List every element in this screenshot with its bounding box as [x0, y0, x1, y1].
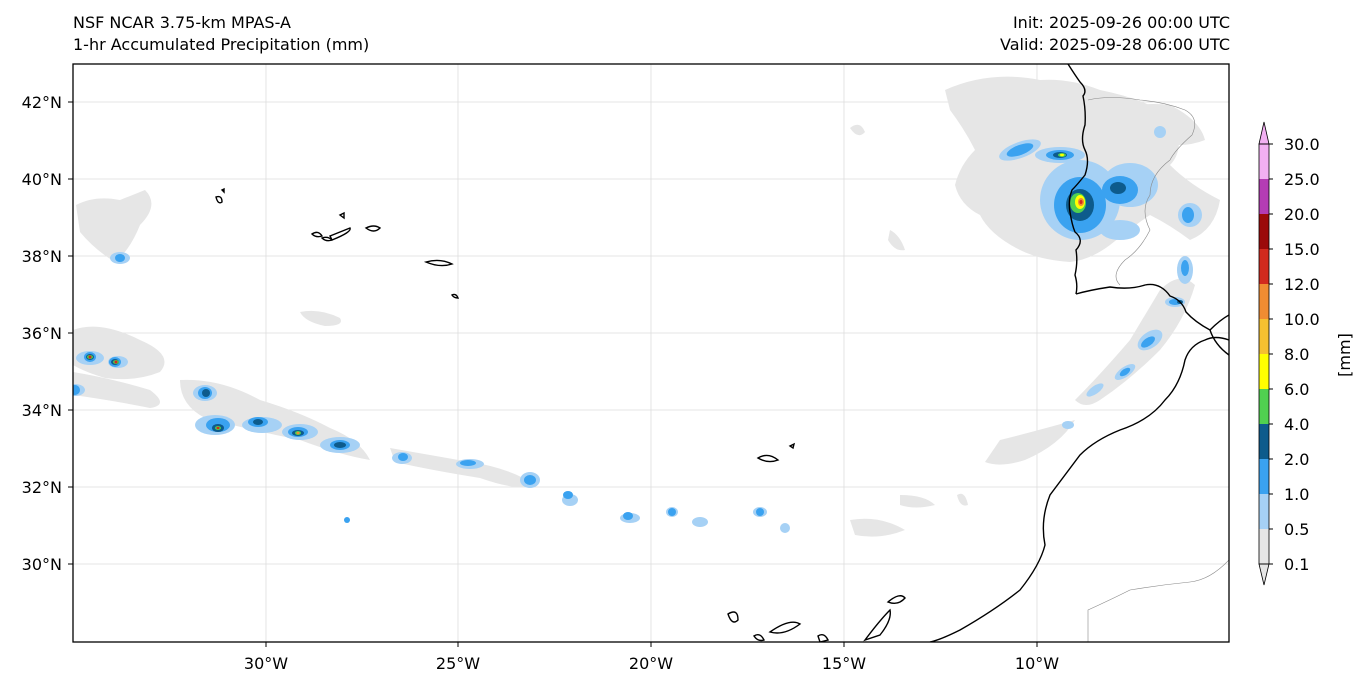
colorbar-level-label: 4.0 [1284, 415, 1309, 434]
island-terceira [364, 225, 382, 232]
colorbar-segment [1259, 144, 1269, 179]
island-tenerife [768, 621, 802, 634]
colorbar-unit-label: [mm] [1335, 333, 1354, 377]
island-flores [215, 195, 223, 204]
colorbar-segment [1259, 249, 1269, 284]
colorbar-segments [1259, 144, 1269, 564]
colorbar-segment [1259, 284, 1269, 319]
longitude-labels: 30°W 25°W 20°W 15°W 10°W [244, 654, 1059, 673]
island-gran-canaria [817, 633, 830, 642]
lat-label: 36°N [22, 324, 62, 343]
colorbar-labels: 0.1 0.5 1.0 2.0 4.0 6.0 8.0 10.0 12.0 15.0 20.0 25.… [1269, 135, 1320, 574]
colorbar-segment [1259, 494, 1269, 529]
axis-ticks [68, 101, 1038, 647]
valid-time: Valid: 2025-09-28 06:00 UTC [999, 35, 1230, 54]
colorbar-segment [1259, 459, 1269, 494]
lat-label: 42°N [22, 93, 62, 112]
colorbar-segment [1259, 214, 1269, 249]
portugal-coast [1067, 64, 1089, 295]
colorbar-level-label: 15.0 [1284, 240, 1320, 259]
colorbar-level-label: 20.0 [1284, 205, 1320, 224]
time-block: Init: 2025-09-26 00:00 UTC Valid: 2025-0… [1000, 12, 1230, 56]
colorbar: 0.1 0.5 1.0 2.0 4.0 6.0 8.0 10.0 12.0 15.0 20.0 25.… [1258, 121, 1354, 586]
gibraltar-coast [1209, 329, 1229, 356]
lon-label: 25°W [436, 654, 480, 673]
colorbar-level-label: 0.5 [1284, 520, 1309, 539]
island-la-palma [727, 611, 739, 623]
colorbar-level-label: 6.0 [1284, 380, 1309, 399]
colorbar-segment [1259, 529, 1269, 564]
lon-label: 20°W [629, 654, 673, 673]
island-madeira [756, 454, 780, 463]
colorbar-level-label: 2.0 [1284, 450, 1309, 469]
colorbar-segment [1259, 389, 1269, 424]
lat-label: 32°N [22, 478, 62, 497]
colorbar-segment [1259, 319, 1269, 354]
colorbar-level-label: 10.0 [1284, 310, 1320, 329]
title-block: NSF NCAR 3.75-km MPAS-A 1-hr Accumulated… [73, 12, 369, 56]
colorbar-level-label: 30.0 [1284, 135, 1320, 154]
borders [1087, 97, 1229, 642]
field-title: 1-hr Accumulated Precipitation (mm) [73, 35, 370, 54]
island-corvo [220, 187, 225, 194]
island-santa-maria [450, 293, 460, 299]
portugal-spain-border [1087, 97, 1196, 286]
colorbar-extend-bottom [1258, 563, 1270, 586]
lat-label: 40°N [22, 170, 62, 189]
island-gomera [753, 633, 765, 642]
island-lanzarote [886, 595, 906, 605]
colorbar-segment [1259, 179, 1269, 214]
latitude-labels: 42°N 40°N 38°N 36°N 34°N 32°N 30°N [22, 93, 62, 574]
island-faial [310, 231, 324, 238]
colorbar-segment [1259, 424, 1269, 459]
map-panel [72, 63, 1230, 643]
colorbar-level-label: 8.0 [1284, 345, 1309, 364]
lon-label: 30°W [244, 654, 288, 673]
lat-label: 30°N [22, 555, 62, 574]
lat-label: 38°N [22, 247, 62, 266]
lat-label: 34°N [22, 401, 62, 420]
island-fuerteventura [863, 608, 891, 642]
island-porto-santo [788, 442, 796, 450]
lon-label: 10°W [1015, 654, 1059, 673]
colorbar-level-label: 25.0 [1284, 170, 1320, 189]
western-sahara-border [1087, 559, 1229, 642]
island-sao-jorge [320, 236, 334, 242]
island-sao-miguel [423, 259, 454, 267]
island-graciosa [338, 211, 345, 220]
model-title: NSF NCAR 3.75-km MPAS-A [73, 13, 291, 32]
colorbar-level-label: 0.1 [1284, 555, 1309, 574]
colorbar-level-label: 12.0 [1284, 275, 1320, 294]
colorbar-segment [1259, 354, 1269, 389]
init-time: Init: 2025-09-26 00:00 UTC [1012, 13, 1230, 32]
colorbar-level-label: 1.0 [1284, 485, 1309, 504]
precip-heavy-cores [88, 153, 1085, 435]
lon-label: 15°W [822, 654, 866, 673]
coastlines [215, 64, 1229, 642]
africa-coast [929, 336, 1229, 642]
colorbar-extend-top [1258, 121, 1270, 145]
